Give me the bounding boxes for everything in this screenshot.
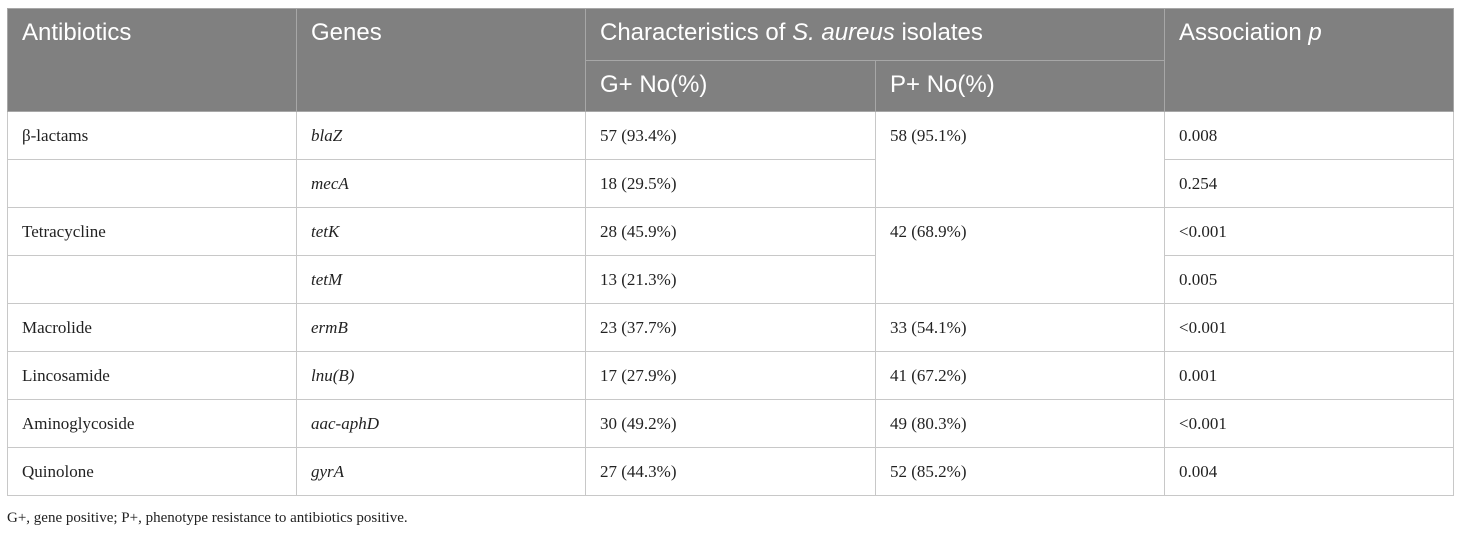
cell-gene: lnu(B): [296, 351, 586, 400]
cell-association: <0.001: [1164, 207, 1454, 256]
cell-association: 0.005: [1164, 255, 1454, 304]
cell-g-plus: 23 (37.7%): [585, 303, 876, 352]
table-row: Quinolone gyrA 27 (44.3%) 52 (85.2%) 0.0…: [7, 447, 1454, 496]
resistance-genes-table: Antibiotics Genes Characteristics of S. …: [7, 8, 1454, 496]
cell-association: 0.008: [1164, 111, 1454, 160]
cell-g-plus: 28 (45.9%): [585, 207, 876, 256]
table-row: Aminoglycoside aac-aphD 30 (49.2%) 49 (8…: [7, 399, 1454, 448]
cell-gene: tetM: [296, 255, 586, 304]
cell-p-plus: 42 (68.9%): [875, 207, 1165, 304]
header-association-p: p: [1308, 19, 1322, 46]
cell-antibiotic: Aminoglycoside: [7, 399, 297, 448]
table-row: β-lactams blaZ 57 (93.4%) 58 (95.1%) 0.0…: [7, 111, 1454, 208]
header-p-plus: P+ No(%): [875, 60, 1165, 112]
cell-gene: ermB: [296, 303, 586, 352]
cell-g-plus: 30 (49.2%): [585, 399, 876, 448]
cell-gene: blaZ: [296, 111, 586, 160]
cell-g-plus: 57 (93.4%): [585, 111, 876, 160]
header-association: Association p: [1164, 8, 1454, 112]
cell-antibiotic: Quinolone: [7, 447, 297, 496]
cell-g-plus: 17 (27.9%): [585, 351, 876, 400]
cell-antibiotic: Lincosamide: [7, 351, 297, 400]
header-species: S. aureus: [792, 19, 895, 46]
header-characteristics-suffix: isolates: [894, 19, 983, 46]
cell-p-plus: 33 (54.1%): [875, 303, 1165, 352]
cell-antibiotic: β-lactams: [7, 111, 297, 160]
table-footnote: G+, gene positive; P+, phenotype resista…: [7, 510, 408, 526]
table-row: tetM 13 (21.3%) 0.005: [7, 255, 1454, 304]
cell-antibiotic: Macrolide: [7, 303, 297, 352]
cell-antibiotic: [7, 159, 297, 208]
cell-g-plus: 13 (21.3%): [585, 255, 876, 304]
cell-p-plus: 58 (95.1%): [875, 111, 1165, 208]
cell-g-plus: 18 (29.5%): [585, 159, 876, 208]
header-characteristics-prefix: Characteristics of: [600, 19, 793, 46]
cell-p-plus: 49 (80.3%): [875, 399, 1165, 448]
table-row: Macrolide ermB 23 (37.7%) 33 (54.1%) <0.…: [7, 303, 1454, 352]
header-characteristics: Characteristics of S. aureus isolates: [585, 8, 1165, 61]
cell-p-plus: 41 (67.2%): [875, 351, 1165, 400]
header-genes: Genes: [296, 8, 586, 112]
cell-gene: aac-aphD: [296, 399, 586, 448]
header-antibiotics: Antibiotics: [7, 8, 297, 112]
header-association-label: Association: [1179, 19, 1309, 46]
table-row: Tetracycline tetK 28 (45.9%) 42 (68.9%) …: [7, 207, 1454, 304]
cell-gene: gyrA: [296, 447, 586, 496]
cell-association: <0.001: [1164, 399, 1454, 448]
table-row: Lincosamide lnu(B) 17 (27.9%) 41 (67.2%)…: [7, 351, 1454, 400]
cell-antibiotic: Tetracycline: [7, 207, 297, 256]
table-body: β-lactams blaZ 57 (93.4%) 58 (95.1%) 0.0…: [7, 111, 1454, 496]
cell-association: 0.001: [1164, 351, 1454, 400]
cell-association: <0.001: [1164, 303, 1454, 352]
cell-antibiotic: [7, 255, 297, 304]
table-header: Antibiotics Genes Characteristics of S. …: [7, 8, 1454, 112]
cell-g-plus: 27 (44.3%): [585, 447, 876, 496]
cell-association: 0.254: [1164, 159, 1454, 208]
cell-gene: tetK: [296, 207, 586, 256]
header-g-plus: G+ No(%): [585, 60, 876, 112]
cell-gene: mecA: [296, 159, 586, 208]
table-row: mecA 18 (29.5%) 0.254: [7, 159, 1454, 208]
cell-p-plus: 52 (85.2%): [875, 447, 1165, 496]
cell-association: 0.004: [1164, 447, 1454, 496]
